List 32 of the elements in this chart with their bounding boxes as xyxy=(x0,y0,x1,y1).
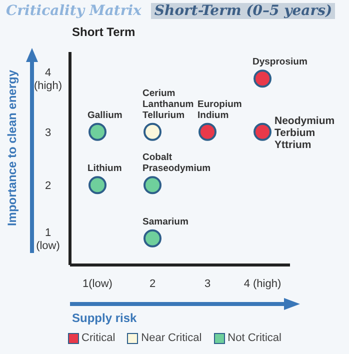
x-tick-label: 4 (high) xyxy=(244,278,282,290)
data-label: Dysprosium xyxy=(252,56,308,68)
y-axis-title: Importance to clean energy xyxy=(5,68,19,228)
point xyxy=(254,70,272,88)
point xyxy=(198,122,216,141)
chart-title: Criticality Matrix xyxy=(6,3,142,19)
x-tick-label: 2 xyxy=(149,278,156,290)
data-label: Cerium Lanthanum Tellurium xyxy=(142,88,194,121)
y-tick-label: 2 xyxy=(44,180,52,192)
data-label: Neodymium Terbium Yttrium xyxy=(274,114,335,151)
y-tick-label: 3 xyxy=(44,126,52,139)
point xyxy=(144,229,162,248)
legend-label: Near Critical xyxy=(140,332,202,344)
point xyxy=(254,122,272,141)
data-label: Europium Indium xyxy=(198,98,242,121)
data-label: Gallium xyxy=(88,110,122,121)
data-label: Lithium xyxy=(88,163,122,174)
x-axis-title: Supply risk xyxy=(72,311,137,325)
y-tick-label: 4 (high) xyxy=(34,67,62,92)
text: Short Term xyxy=(72,25,136,39)
legend-label: Critical xyxy=(80,332,116,344)
point xyxy=(88,176,106,194)
x-tick-label: 3 xyxy=(204,278,211,290)
point xyxy=(144,176,162,194)
y-tick-label: 1 (low) xyxy=(36,226,60,252)
point xyxy=(144,122,162,141)
point xyxy=(88,122,106,141)
chart-subtitle: Short-Term (0–5 years) xyxy=(151,3,336,19)
x-tick-label: 1(low) xyxy=(82,278,112,290)
legend-label: Not Critical xyxy=(226,332,282,344)
data-label: Samarium xyxy=(142,216,188,228)
data-label: Cobalt Praseodymium xyxy=(142,152,211,174)
